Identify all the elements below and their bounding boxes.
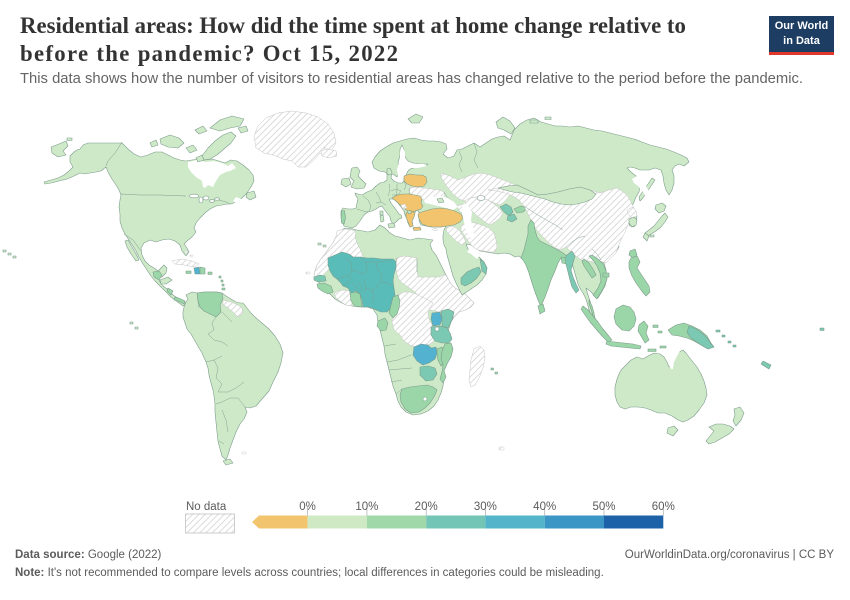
svg-text:0%: 0% xyxy=(299,501,316,513)
svg-text:No data: No data xyxy=(186,501,227,513)
svg-text:60%: 60% xyxy=(652,501,675,513)
svg-text:10%: 10% xyxy=(355,501,378,513)
svg-text:20%: 20% xyxy=(415,501,438,513)
svg-text:30%: 30% xyxy=(474,501,497,513)
svg-text:40%: 40% xyxy=(533,501,556,513)
svg-text:50%: 50% xyxy=(592,501,615,513)
